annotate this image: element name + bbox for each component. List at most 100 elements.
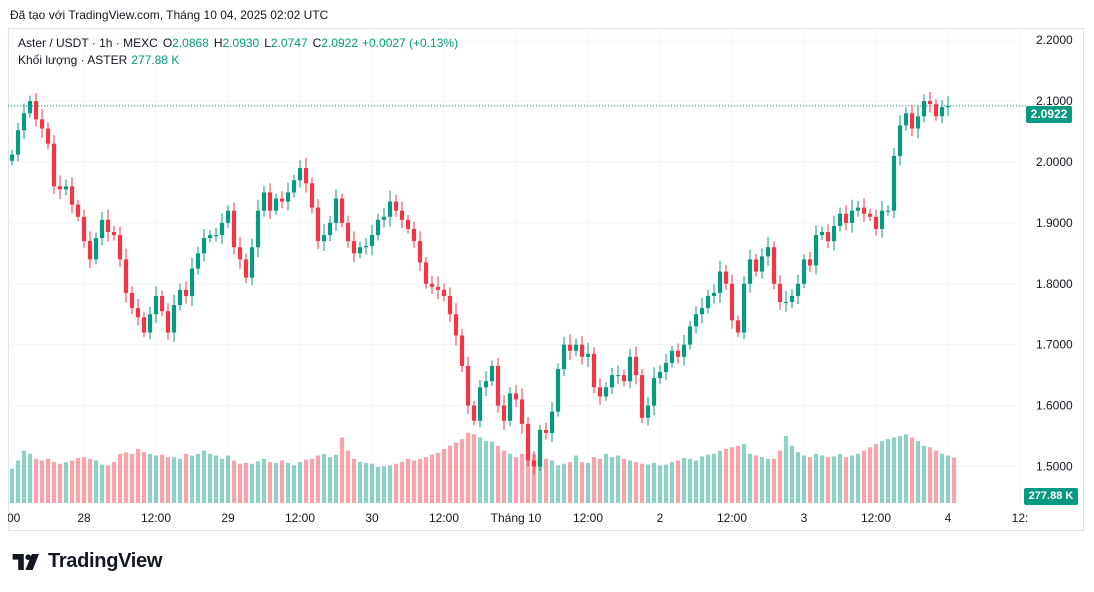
candle-body[interactable] [675, 350, 681, 357]
candle-body[interactable] [273, 198, 279, 211]
candle-body[interactable] [573, 344, 579, 351]
candle-body[interactable] [225, 210, 231, 223]
candle-body[interactable] [861, 207, 867, 214]
candle-body[interactable] [927, 101, 933, 105]
candle-body[interactable] [357, 247, 363, 254]
candle-body[interactable] [795, 283, 801, 296]
candle-body[interactable] [231, 210, 237, 248]
candle-body[interactable] [93, 238, 99, 260]
candle-body[interactable] [201, 238, 207, 254]
candle-body[interactable] [771, 247, 777, 284]
candle-body[interactable] [543, 429, 549, 433]
candle-body[interactable] [345, 222, 351, 242]
candle-body[interactable] [303, 168, 309, 184]
candle-body[interactable] [867, 213, 873, 217]
candle-body[interactable] [339, 198, 345, 223]
candle-body[interactable] [849, 210, 855, 223]
candle-body[interactable] [699, 308, 705, 315]
candle-body[interactable] [165, 311, 171, 333]
candle-body[interactable] [285, 192, 291, 202]
candle-body[interactable] [645, 405, 651, 418]
candle-body[interactable] [687, 326, 693, 345]
candle-body[interactable] [63, 186, 69, 190]
candle-body[interactable] [819, 232, 825, 236]
candle-body[interactable] [615, 375, 621, 377]
candle-body[interactable] [99, 219, 105, 239]
candle-body[interactable] [879, 210, 885, 229]
candle-body[interactable] [855, 207, 861, 211]
candle-body[interactable] [189, 268, 195, 296]
candle-body[interactable] [51, 143, 57, 187]
candle-body[interactable] [903, 113, 909, 126]
candle-body[interactable] [15, 130, 21, 155]
candle-body[interactable] [753, 259, 759, 272]
candle-body[interactable] [399, 210, 405, 220]
candle-body[interactable] [207, 235, 213, 239]
candle-body[interactable] [627, 356, 633, 382]
candle-body[interactable] [657, 372, 663, 379]
candle-body[interactable] [447, 295, 453, 315]
candle-body[interactable] [123, 259, 129, 293]
candle-body[interactable] [921, 101, 927, 117]
candle-body[interactable] [393, 201, 399, 211]
candle-body[interactable] [117, 235, 123, 260]
candle-body[interactable] [261, 192, 267, 211]
candle-body[interactable] [873, 216, 879, 229]
candle-body[interactable] [141, 317, 147, 333]
candle-body[interactable] [711, 292, 717, 296]
candle-body[interactable] [405, 219, 411, 229]
candle-body[interactable] [693, 314, 699, 327]
candle-body[interactable] [759, 256, 765, 272]
candle-body[interactable] [633, 356, 639, 376]
candle-body[interactable] [729, 283, 735, 321]
candle-body[interactable] [813, 235, 819, 266]
candle-body[interactable] [513, 393, 519, 400]
candle-body[interactable] [369, 235, 375, 247]
candle-body[interactable] [555, 369, 561, 412]
candle-body[interactable] [621, 375, 627, 382]
candle-body[interactable] [777, 283, 783, 303]
candle-body[interactable] [45, 128, 51, 144]
candle-body[interactable] [297, 168, 303, 181]
candle-body[interactable] [471, 405, 477, 421]
candle-body[interactable] [249, 247, 255, 278]
candle-body[interactable] [741, 283, 747, 333]
candle-body[interactable] [351, 241, 357, 254]
candle-body[interactable] [531, 460, 537, 467]
candle-body[interactable] [915, 116, 921, 129]
candle-body[interactable] [651, 378, 657, 406]
candle-body[interactable] [177, 289, 183, 306]
candle-body[interactable] [603, 387, 609, 397]
candle-body[interactable] [495, 365, 501, 406]
candle-body[interactable] [549, 411, 555, 433]
candle-body[interactable] [477, 387, 483, 421]
candle-body[interactable] [747, 259, 753, 284]
candle-body[interactable] [153, 295, 159, 315]
candle-body[interactable] [267, 192, 273, 211]
candle-body[interactable] [237, 247, 243, 260]
candle-body[interactable] [435, 286, 441, 290]
candle-body[interactable] [195, 253, 201, 269]
candle-body[interactable] [315, 207, 321, 242]
candle-body[interactable] [789, 295, 795, 303]
candle-body[interactable] [27, 101, 33, 114]
candle-body[interactable] [843, 213, 849, 223]
candle-body[interactable] [33, 101, 39, 120]
candle-body[interactable] [591, 353, 597, 388]
candle-body[interactable] [483, 381, 489, 388]
price-chart[interactable]: 2.2000 2.1000 2.0000 1.9000 1.8000 1.7000 1.60… [8, 28, 1084, 531]
candle-body[interactable] [147, 314, 153, 333]
candle-body[interactable] [387, 201, 393, 217]
candle-body[interactable] [609, 375, 615, 388]
candle-body[interactable] [597, 387, 603, 397]
candle-body[interactable] [87, 241, 93, 260]
candle-body[interactable] [489, 365, 495, 382]
candle-body[interactable] [831, 225, 837, 242]
candle-body[interactable] [717, 271, 723, 293]
candle-body[interactable] [279, 198, 285, 202]
candle-body[interactable] [501, 405, 507, 421]
candle-body[interactable] [885, 210, 891, 212]
candle-body[interactable] [453, 314, 459, 336]
candle-body[interactable] [579, 344, 585, 357]
candle-body[interactable] [669, 350, 675, 363]
